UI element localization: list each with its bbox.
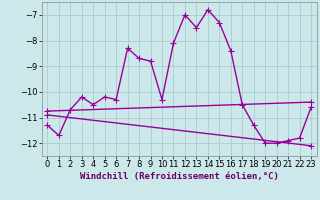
X-axis label: Windchill (Refroidissement éolien,°C): Windchill (Refroidissement éolien,°C) [80,172,279,181]
